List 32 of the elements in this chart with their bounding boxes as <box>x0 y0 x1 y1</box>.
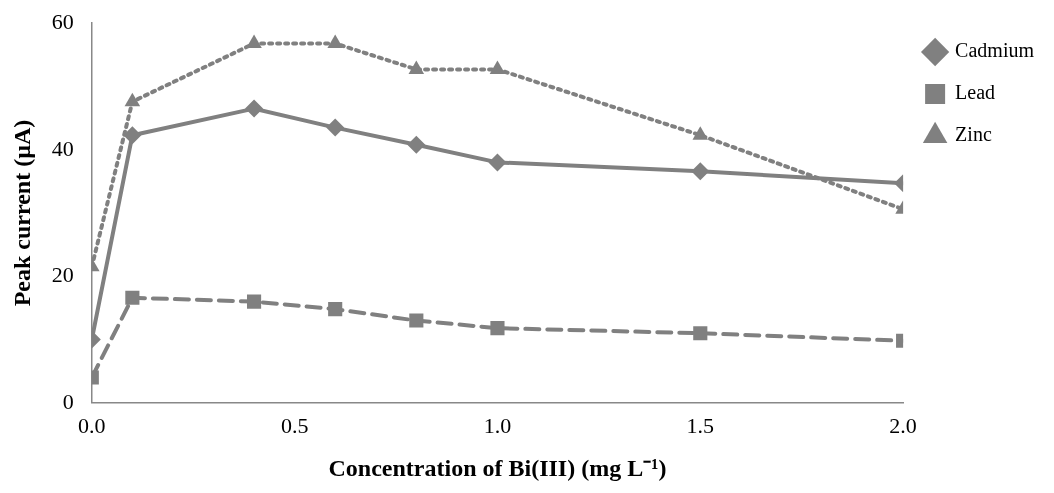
point <box>408 60 425 74</box>
point <box>407 135 426 154</box>
legend-label: Lead <box>955 81 996 104</box>
point <box>409 313 424 328</box>
legend-label: Cadmium <box>955 39 1035 62</box>
x-tick-label: 0.5 <box>280 412 309 438</box>
point <box>124 92 141 107</box>
point <box>691 162 710 181</box>
x-axis-title: Concentration of Bi(III) (mg L⁻¹) <box>328 454 667 481</box>
point <box>246 294 262 309</box>
y-tick-label: 60 <box>51 8 74 34</box>
point <box>125 290 140 305</box>
point <box>245 99 264 118</box>
point <box>489 60 506 74</box>
point <box>328 302 343 317</box>
point <box>327 34 343 48</box>
point <box>246 34 262 48</box>
point <box>490 321 505 336</box>
y-tick-label: 40 <box>51 135 74 161</box>
x-tick-label: 2.0 <box>889 412 917 438</box>
point <box>692 126 709 140</box>
point <box>326 118 345 137</box>
x-tick-label: 0.0 <box>78 412 106 438</box>
point <box>123 126 142 145</box>
y-tick-label: 0 <box>62 388 74 414</box>
point <box>488 153 507 172</box>
x-tick-label: 1.5 <box>686 412 715 438</box>
legend-label: Zinc <box>955 123 992 146</box>
point <box>693 326 708 341</box>
x-tick-label: 1.0 <box>483 412 512 438</box>
y-tick-label: 20 <box>51 262 74 288</box>
y-axis-title: Peak current (µA) <box>8 119 35 307</box>
